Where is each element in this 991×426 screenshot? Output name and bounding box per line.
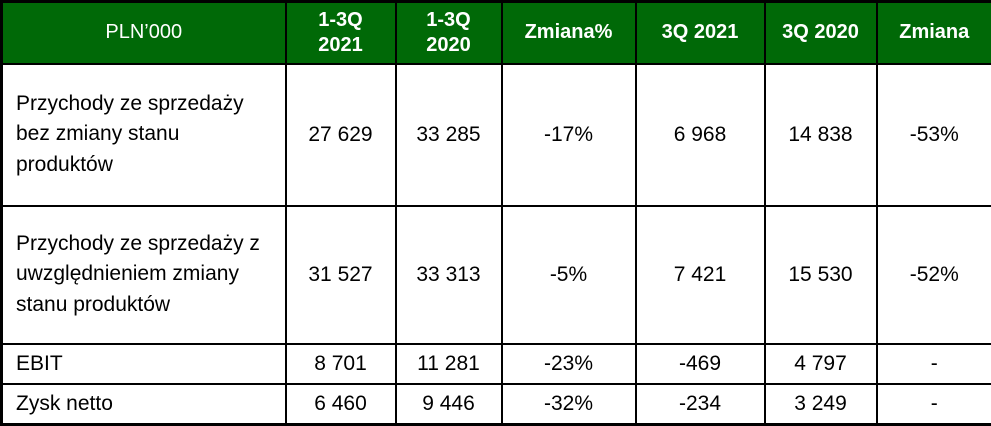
value-cell: 27 629	[284, 62, 397, 207]
value-cell: -52%	[875, 204, 991, 345]
value-cell: 3 249	[763, 382, 878, 426]
value-cell: 7 421	[634, 204, 766, 345]
value-cell: 33 313	[394, 204, 503, 345]
value-cell: 15 530	[763, 204, 878, 345]
value-cell: 9 446	[394, 382, 503, 426]
value-cell: 8 701	[284, 342, 397, 385]
header-cell-unit: PLN’000	[0, 0, 287, 65]
table-row-revenue-incl-inventory: Przychody ze sprzedaży z uwzględnieniem …	[0, 204, 991, 345]
value-cell: -23%	[500, 342, 637, 385]
value-cell: 6 968	[634, 62, 766, 207]
value-cell: 4 797	[763, 342, 878, 385]
row-label-cell: Zysk netto	[0, 382, 287, 426]
value-cell: 14 838	[763, 62, 878, 207]
header-cell-1-3q-2020: 1-3Q 2020	[394, 0, 503, 65]
row-label-cell: Przychody ze sprzedaży bez zmiany stanu …	[0, 62, 287, 207]
value-cell: -469	[634, 342, 766, 385]
value-cell: -17%	[500, 62, 637, 207]
header-cell-3q-2020: 3Q 2020	[763, 0, 878, 65]
value-cell: 6 460	[284, 382, 397, 426]
table-row-revenue-excl-inventory: Przychody ze sprzedaży bez zmiany stanu …	[0, 62, 991, 207]
value-cell: -	[875, 342, 991, 385]
value-cell: -234	[634, 382, 766, 426]
value-cell: 33 285	[394, 62, 503, 207]
header-cell-1-3q-2021: 1-3Q 2021	[284, 0, 397, 65]
value-cell: 11 281	[394, 342, 503, 385]
header-cell-zmiana: Zmiana	[875, 0, 991, 65]
table-row-ebit: EBIT 8 701 11 281 -23% -469 4 797 -	[0, 342, 991, 385]
header-cell-3q-2021: 3Q 2021	[634, 0, 766, 65]
value-cell: -53%	[875, 62, 991, 207]
value-cell: -	[875, 382, 991, 426]
value-cell: -32%	[500, 382, 637, 426]
row-label-cell: Przychody ze sprzedaży z uwzględnieniem …	[0, 204, 287, 345]
value-cell: 31 527	[284, 204, 397, 345]
header-row: PLN’000 1-3Q 2021 1-3Q 2020 Zmiana% 3Q 2…	[0, 0, 991, 65]
value-cell: -5%	[500, 204, 637, 345]
table-row-net-profit: Zysk netto 6 460 9 446 -32% -234 3 249 -	[0, 382, 991, 426]
header-cell-zmiana-pct: Zmiana%	[500, 0, 637, 65]
row-label-cell: EBIT	[0, 342, 287, 385]
